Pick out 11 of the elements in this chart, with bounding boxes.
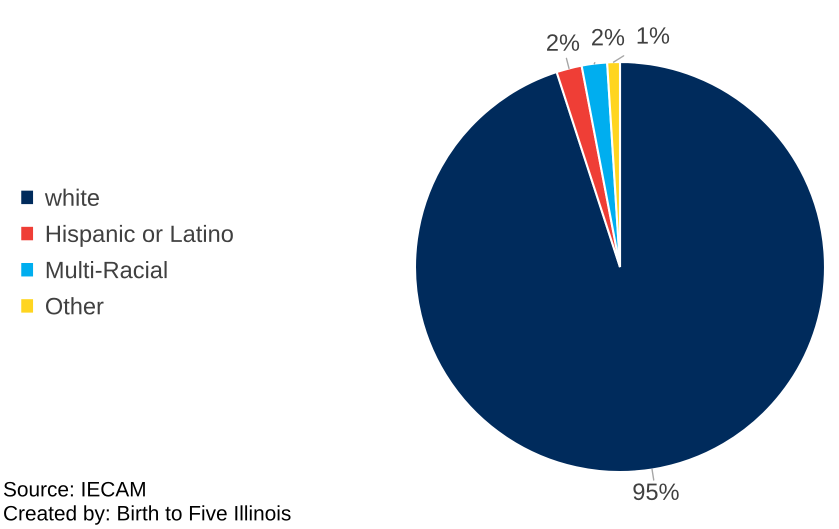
data-label: 95%	[633, 483, 679, 500]
legend-label: Multi-Racial	[46, 261, 167, 278]
legend-label: white	[44, 188, 99, 206]
data-label: 1%	[638, 27, 670, 44]
data-label: 2%	[592, 28, 624, 46]
source-note: Source: IECAM	[4, 482, 145, 497]
legend-label: Other	[46, 297, 104, 315]
legend-label: Hispanic or Latino	[46, 224, 233, 247]
pie-slice	[414, 60, 826, 474]
data-label: 2%	[547, 34, 580, 51]
text: Created by: Birth to Five Illinois	[4, 505, 291, 525]
